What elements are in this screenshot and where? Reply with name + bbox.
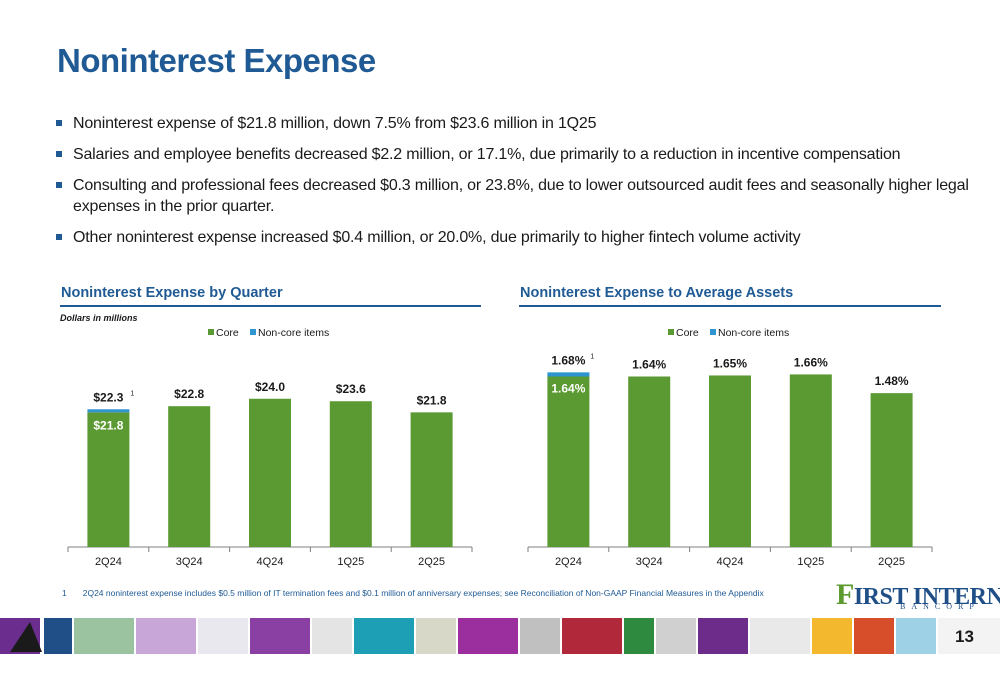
- bullet-square-icon: [56, 120, 62, 126]
- data-label-total: $22.3: [93, 390, 123, 404]
- bar-core-4Q24: [709, 375, 751, 547]
- bullet-square-icon: [56, 151, 62, 157]
- logo-wordmark: FIRST INTERNET: [836, 578, 1000, 611]
- logo-subtitle: BANCORP: [900, 602, 980, 611]
- legend-noncore-swatch: [710, 329, 716, 335]
- bullet-square-icon: [56, 182, 62, 188]
- right-chart-rule: [519, 305, 941, 307]
- x-tick-label: 3Q24: [176, 556, 203, 568]
- page-title: Noninterest Expense: [57, 42, 376, 79]
- legend-core-label: Core: [676, 327, 699, 339]
- data-label-total: $24.0: [255, 380, 285, 394]
- footnote-mark: 1: [590, 353, 594, 360]
- x-tick-label: 1Q25: [797, 556, 824, 568]
- bar-core-2Q25: [410, 412, 453, 547]
- data-label-total: 1.66%: [794, 355, 828, 369]
- legend-core-swatch: [208, 329, 214, 335]
- legend-core-swatch: [668, 329, 674, 335]
- footnote-text: 2Q24 noninterest expense includes $0.5 m…: [82, 588, 764, 598]
- bullet-text: Other noninterest expense increased $0.4…: [73, 229, 801, 246]
- right-chart-title: Noninterest Expense to Average Assets: [520, 285, 794, 301]
- expense-to-assets-chart: Core Non-core items 1.68% 1 1.64% 2Q24 1.64% 3Q…: [527, 327, 933, 568]
- bar-core-2Q24: [87, 412, 130, 547]
- footnote-mark: 1: [130, 390, 134, 397]
- data-label-core: $21.8: [93, 418, 123, 432]
- x-tick-label: 2Q25: [878, 556, 905, 568]
- data-label-total: 1.65%: [713, 356, 747, 370]
- page-number: 13: [955, 627, 974, 646]
- bullet-text: Salaries and employee benefits decreased…: [73, 146, 901, 163]
- bullet-square-icon: [56, 234, 62, 240]
- bar-core-2Q24: [547, 376, 590, 547]
- bar-noncore-2Q24: [87, 409, 130, 413]
- x-tick-label: 2Q24: [555, 556, 582, 568]
- footnote-number: 1: [62, 588, 67, 598]
- legend-core-label: Core: [216, 327, 239, 339]
- legend-noncore-label: Non-core items: [718, 327, 789, 339]
- bullet-list: Noninterest expense of $21.8 million, do…: [56, 113, 976, 258]
- x-tick-label: 2Q24: [95, 556, 122, 568]
- data-label-total: $21.8: [417, 393, 447, 407]
- bullet-item: Consulting and professional fees decreas…: [56, 175, 976, 217]
- legend-noncore-swatch: [250, 329, 256, 335]
- bullet-item: Salaries and employee benefits decreased…: [56, 144, 976, 165]
- x-tick-label: 2Q25: [418, 556, 445, 568]
- data-label-total: 1.64%: [632, 358, 666, 372]
- left-chart-title: Noninterest Expense by Quarter: [61, 285, 283, 301]
- bar-core-2Q25: [870, 393, 913, 547]
- bar-core-1Q25: [789, 374, 832, 547]
- bullet-text: Consulting and professional fees decreas…: [73, 177, 969, 215]
- company-logo: FIRST INTERNET BANCORP: [836, 578, 1000, 612]
- footnote: 1 2Q24 noninterest expense includes $0.5 …: [62, 588, 764, 598]
- decorative-banner-strip: [0, 612, 1000, 660]
- x-tick-label: 4Q24: [717, 556, 744, 568]
- x-tick-label: 3Q24: [636, 556, 663, 568]
- bullet-item: Noninterest expense of $21.8 million, do…: [56, 113, 976, 134]
- bullet-text: Noninterest expense of $21.8 million, do…: [73, 115, 597, 132]
- bar-noncore-2Q24: [547, 372, 590, 377]
- bar-core-3Q24: [628, 376, 671, 547]
- data-label-total: $22.8: [174, 387, 204, 401]
- expense-by-quarter-chart: Core Non-core items $22.3 1 $21.8 2Q24 $22.8 3Q…: [67, 327, 473, 568]
- data-label-total: 1.68%: [551, 353, 585, 367]
- data-label-total: $23.6: [336, 382, 366, 396]
- bar-core-3Q24: [168, 406, 211, 547]
- bar-core-4Q24: [249, 398, 291, 547]
- legend-noncore-label: Non-core items: [258, 327, 329, 339]
- data-label-total: 1.48%: [875, 374, 909, 388]
- x-tick-label: 4Q24: [257, 556, 284, 568]
- data-label-core: 1.64%: [551, 381, 585, 395]
- chart-unit-note: Dollars in millions: [60, 313, 138, 323]
- left-chart-rule: [60, 305, 481, 307]
- bar-core-1Q25: [329, 401, 372, 547]
- x-tick-label: 1Q25: [337, 556, 364, 568]
- bullet-item: Other noninterest expense increased $0.4…: [56, 227, 976, 248]
